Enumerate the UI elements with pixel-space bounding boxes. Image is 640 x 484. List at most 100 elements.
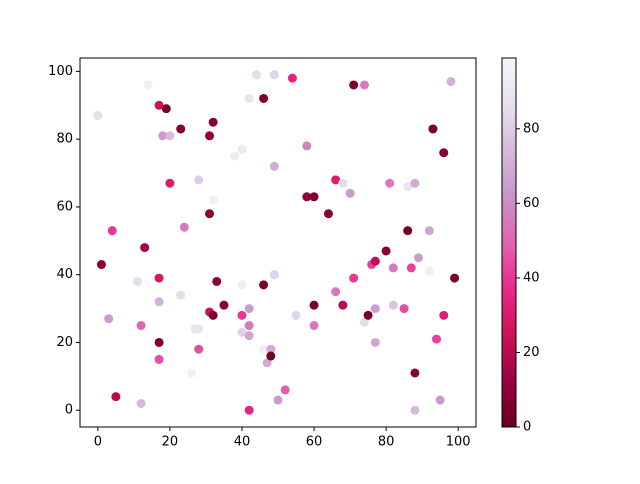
- scatter-point: [179, 222, 189, 232]
- scatter-point: [111, 392, 121, 402]
- scatter-point: [259, 93, 269, 103]
- scatter-point: [435, 395, 445, 405]
- colorbar-tick-label: 0: [523, 420, 531, 435]
- scatter-point: [428, 124, 438, 134]
- scatter-point: [219, 300, 229, 310]
- scatter-point: [269, 70, 279, 80]
- y-tick-label: 20: [56, 335, 73, 350]
- colorbar: [501, 57, 517, 428]
- scatter-point: [262, 358, 272, 368]
- scatter-point: [432, 334, 442, 344]
- scatter-point: [154, 100, 164, 110]
- scatter-point: [136, 321, 146, 331]
- scatter-point: [244, 321, 254, 331]
- scatter-point: [269, 270, 279, 280]
- x-tick-label: 0: [94, 435, 102, 450]
- scatter-point: [237, 144, 247, 154]
- scatter-point: [331, 287, 341, 297]
- scatter-point: [212, 276, 222, 286]
- colorbar-tick-label: 40: [523, 270, 540, 285]
- scatter-point: [205, 131, 215, 141]
- scatter-point: [237, 280, 247, 290]
- scatter-point: [359, 317, 369, 327]
- scatter-point: [370, 337, 380, 347]
- scatter-point: [370, 256, 380, 266]
- scatter-point: [406, 263, 416, 273]
- scatter-point: [410, 405, 420, 415]
- scatter-point: [359, 80, 369, 90]
- scatter-point: [266, 351, 276, 361]
- scatter-point: [161, 104, 171, 114]
- scatter-point: [266, 344, 276, 354]
- scatter-point: [338, 178, 348, 188]
- x-tick-label: 100: [446, 435, 471, 450]
- scatter-point: [251, 70, 261, 80]
- scatter-point: [244, 93, 254, 103]
- scatter-point: [187, 368, 197, 378]
- scatter-point: [244, 304, 254, 314]
- scatter-point: [140, 243, 150, 253]
- colorbar-tick-label: 80: [523, 121, 540, 136]
- scatter-point: [349, 80, 359, 90]
- scatter-point: [176, 124, 186, 134]
- scatter-point: [208, 195, 218, 205]
- scatter-point: [269, 161, 279, 171]
- scatter-point: [104, 314, 114, 324]
- scatter-point: [385, 178, 395, 188]
- scatter-point: [414, 253, 424, 263]
- scatter-point: [424, 226, 434, 236]
- y-tick-label: 100: [48, 64, 73, 79]
- y-tick-label: 40: [56, 267, 73, 282]
- scatter-point: [410, 368, 420, 378]
- scatter-point: [331, 175, 341, 185]
- scatter-point: [237, 310, 247, 320]
- scatter-point: [446, 77, 456, 87]
- scatter-point: [388, 300, 398, 310]
- scatter-point: [194, 324, 204, 334]
- scatter-point: [194, 175, 204, 185]
- plot-frame: [79, 57, 477, 428]
- y-tick-label: 60: [56, 199, 73, 214]
- scatter-point: [439, 148, 449, 158]
- colorbar-tick-label: 60: [523, 196, 540, 211]
- scatter-point: [338, 300, 348, 310]
- scatter-point: [208, 117, 218, 127]
- scatter-point: [323, 209, 333, 219]
- scatter-point: [273, 395, 283, 405]
- scatter-point: [309, 192, 319, 202]
- scatter-point: [450, 273, 460, 283]
- scatter-point: [309, 300, 319, 310]
- scatter-point: [143, 80, 153, 90]
- x-tick-label: 20: [162, 435, 179, 450]
- scatter-point: [194, 344, 204, 354]
- scatter-point: [439, 310, 449, 320]
- colorbar-tick-label: 20: [523, 345, 540, 360]
- scatter-point: [107, 226, 117, 236]
- scatter-point: [399, 304, 409, 314]
- scatter-point: [237, 327, 247, 337]
- scatter-point: [410, 178, 420, 188]
- scatter-point: [302, 141, 312, 151]
- scatter-point: [165, 131, 175, 141]
- scatter-point: [205, 209, 215, 219]
- scatter-point: [96, 260, 106, 270]
- y-tick-label: 0: [65, 403, 73, 418]
- scatter-point: [93, 110, 103, 120]
- scatter-point: [309, 321, 319, 331]
- scatter-point: [154, 297, 164, 307]
- scatter-point: [176, 290, 186, 300]
- scatter-point: [230, 151, 240, 161]
- scatter-point: [244, 405, 254, 415]
- scatter-point: [208, 310, 218, 320]
- scatter-point: [363, 310, 373, 320]
- scatter-point: [388, 263, 398, 273]
- scatter-point: [424, 266, 434, 276]
- scatter-point: [244, 331, 254, 341]
- scatter-point: [280, 385, 290, 395]
- scatter-point: [381, 246, 391, 256]
- x-tick-label: 60: [306, 435, 323, 450]
- scatter-point: [349, 273, 359, 283]
- scatter-point: [136, 398, 146, 408]
- x-tick-label: 40: [234, 435, 251, 450]
- scatter-point: [345, 188, 355, 198]
